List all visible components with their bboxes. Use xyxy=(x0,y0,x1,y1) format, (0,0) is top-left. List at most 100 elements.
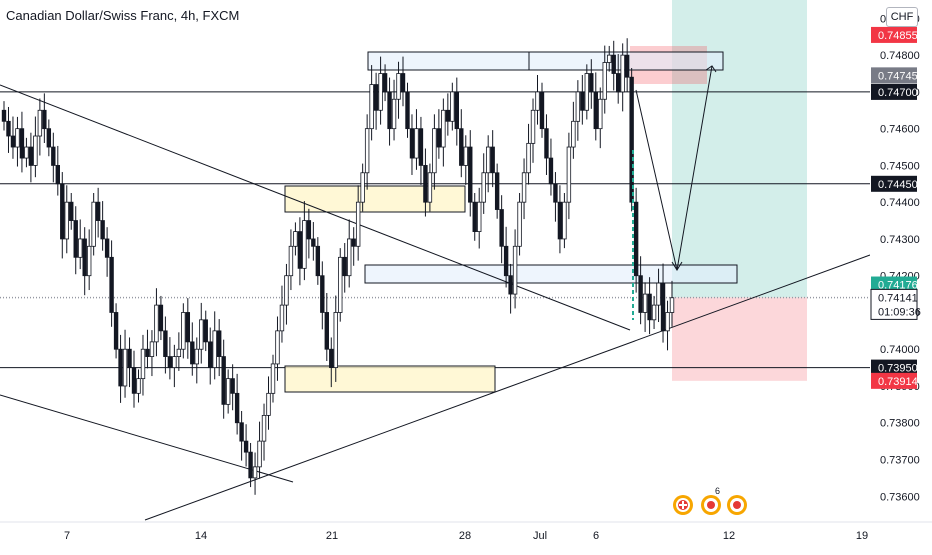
candle-body[interactable] xyxy=(33,135,38,166)
candle-body[interactable] xyxy=(477,201,482,232)
candle-body[interactable] xyxy=(297,231,303,269)
candle-body[interactable] xyxy=(64,201,69,240)
candle-body[interactable] xyxy=(95,201,101,221)
candle-body[interactable] xyxy=(6,120,11,137)
candle-body[interactable] xyxy=(598,98,603,130)
candle-body[interactable] xyxy=(589,73,594,93)
candle-body[interactable] xyxy=(450,91,455,122)
candle-body[interactable] xyxy=(145,348,150,357)
current-price-tag[interactable] xyxy=(870,288,918,320)
candle-body[interactable] xyxy=(611,54,616,74)
support-rectangle[interactable] xyxy=(364,264,738,284)
candle-body[interactable] xyxy=(544,128,549,159)
candle-body[interactable] xyxy=(414,128,419,159)
candle-body[interactable] xyxy=(10,135,16,148)
price-tag[interactable] xyxy=(871,175,917,192)
candle-body[interactable] xyxy=(669,297,675,313)
candle-body[interactable] xyxy=(19,128,25,159)
candle-body[interactable] xyxy=(593,91,598,130)
candle-body[interactable] xyxy=(347,238,352,277)
candle-body[interactable] xyxy=(409,128,415,159)
candle-body[interactable] xyxy=(378,73,383,111)
candle-body[interactable] xyxy=(562,201,567,240)
candle-body[interactable] xyxy=(369,84,374,130)
candle-body[interactable] xyxy=(306,220,312,240)
candle-body[interactable] xyxy=(436,128,442,148)
candle-body[interactable] xyxy=(624,54,630,78)
candle-body[interactable] xyxy=(338,256,343,313)
candle-body[interactable] xyxy=(499,209,504,247)
candle-body[interactable] xyxy=(387,91,392,130)
candle-body[interactable] xyxy=(427,172,433,203)
candle-body[interactable] xyxy=(539,91,545,130)
candle-body[interactable] xyxy=(517,201,522,247)
candle-body[interactable] xyxy=(86,245,92,277)
candle-body[interactable] xyxy=(113,312,119,350)
candle-body[interactable] xyxy=(293,231,298,247)
candle-body[interactable] xyxy=(459,128,464,166)
candle-body[interactable] xyxy=(445,109,451,122)
candle-body[interactable] xyxy=(494,172,500,210)
candle-body[interactable] xyxy=(602,62,607,100)
candle-body[interactable] xyxy=(203,319,208,343)
candle-body[interactable] xyxy=(82,238,87,277)
candle-body[interactable] xyxy=(167,356,173,369)
candle-body[interactable] xyxy=(149,341,155,357)
candle-body[interactable] xyxy=(311,238,316,247)
candle-body[interactable] xyxy=(243,440,249,453)
candle-body[interactable] xyxy=(642,293,648,313)
candle-body[interactable] xyxy=(46,128,52,148)
candle-body[interactable] xyxy=(566,146,572,203)
candle-body[interactable] xyxy=(472,201,477,232)
candle-body[interactable] xyxy=(503,245,509,277)
resistance-rectangle[interactable] xyxy=(367,51,724,71)
candle-body[interactable] xyxy=(535,91,540,111)
candle-body[interactable] xyxy=(665,312,670,332)
candle-body[interactable] xyxy=(373,84,379,111)
candle-body[interactable] xyxy=(396,73,401,100)
candle-body[interactable] xyxy=(481,172,486,203)
candle-body[interactable] xyxy=(234,392,240,424)
currency-unit-button[interactable]: CHF xyxy=(886,7,918,27)
candle-body[interactable] xyxy=(199,319,204,350)
candle-body[interactable] xyxy=(329,348,334,369)
price-tag[interactable] xyxy=(871,26,917,43)
candle-body[interactable] xyxy=(423,165,428,203)
candle-body[interactable] xyxy=(557,201,563,240)
candle-body[interactable] xyxy=(584,73,590,111)
candle-body[interactable] xyxy=(109,256,114,313)
candle-body[interactable] xyxy=(216,330,222,357)
candle-body[interactable] xyxy=(508,275,513,295)
candle-body[interactable] xyxy=(212,330,217,369)
candle-body[interactable] xyxy=(51,146,56,166)
candle-body[interactable] xyxy=(638,275,643,313)
demand-rectangle-lower[interactable] xyxy=(284,365,496,393)
price-tag[interactable] xyxy=(871,372,917,389)
candle-body[interactable] xyxy=(270,363,276,394)
candle-body[interactable] xyxy=(651,304,657,321)
stop-loss-zone[interactable] xyxy=(672,297,807,381)
candle-body[interactable] xyxy=(288,245,294,277)
candle-body[interactable] xyxy=(127,348,132,369)
candle-body[interactable] xyxy=(616,73,621,93)
candle-body[interactable] xyxy=(78,238,83,258)
candle-body[interactable] xyxy=(633,201,639,277)
candle-body[interactable] xyxy=(136,378,141,394)
candle-body[interactable] xyxy=(607,54,612,63)
descending-trendline[interactable] xyxy=(0,84,631,331)
candle-body[interactable] xyxy=(302,220,307,269)
candle-body[interactable] xyxy=(512,245,518,295)
demand-rectangle-upper[interactable] xyxy=(284,185,466,213)
candle-body[interactable] xyxy=(351,238,356,247)
candle-body[interactable] xyxy=(225,378,231,405)
candle-body[interactable] xyxy=(37,109,43,137)
candle-body[interactable] xyxy=(432,128,437,174)
candle-body[interactable] xyxy=(208,341,213,369)
candle-body[interactable] xyxy=(266,392,271,416)
candle-body[interactable] xyxy=(181,312,186,350)
candle-body[interactable] xyxy=(154,304,159,343)
candle-body[interactable] xyxy=(391,98,397,130)
candle-body[interactable] xyxy=(24,146,29,159)
candle-body[interactable] xyxy=(571,120,576,148)
